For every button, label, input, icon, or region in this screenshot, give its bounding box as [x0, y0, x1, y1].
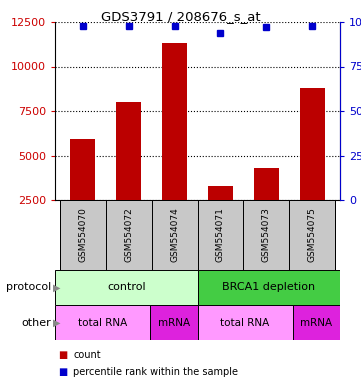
Text: control: control — [107, 283, 145, 293]
Bar — [243, 200, 290, 270]
Bar — [290, 200, 335, 270]
Bar — [197, 200, 243, 270]
Text: GSM554072: GSM554072 — [124, 208, 133, 262]
Text: total RNA: total RNA — [78, 318, 127, 328]
Text: GSM554071: GSM554071 — [216, 208, 225, 262]
Text: ▶: ▶ — [53, 283, 61, 293]
Bar — [162, 43, 187, 200]
Bar — [150, 305, 197, 340]
Bar — [70, 139, 95, 200]
Bar — [292, 305, 340, 340]
Text: total RNA: total RNA — [220, 318, 270, 328]
Bar — [254, 168, 279, 200]
Text: other: other — [22, 318, 51, 328]
Bar — [197, 270, 340, 305]
Bar — [197, 305, 292, 340]
Bar — [105, 200, 152, 270]
Text: mRNA: mRNA — [300, 318, 332, 328]
Bar — [300, 88, 325, 200]
Text: BRCA1 depletion: BRCA1 depletion — [222, 283, 315, 293]
Text: GSM554070: GSM554070 — [78, 208, 87, 262]
Bar — [208, 186, 233, 200]
Text: GSM554073: GSM554073 — [262, 208, 271, 262]
Text: mRNA: mRNA — [158, 318, 190, 328]
Text: ■: ■ — [58, 367, 68, 377]
Bar — [55, 305, 150, 340]
Bar — [116, 102, 141, 200]
Bar — [152, 200, 197, 270]
Text: GDS3791 / 208676_s_at: GDS3791 / 208676_s_at — [101, 10, 260, 23]
Text: ▶: ▶ — [53, 318, 61, 328]
Text: count: count — [73, 350, 101, 360]
Bar — [55, 270, 197, 305]
Text: GSM554074: GSM554074 — [170, 208, 179, 262]
Text: percentile rank within the sample: percentile rank within the sample — [73, 367, 238, 377]
Text: ■: ■ — [58, 350, 68, 360]
Bar — [60, 200, 105, 270]
Text: GSM554075: GSM554075 — [308, 208, 317, 262]
Text: protocol: protocol — [6, 283, 51, 293]
